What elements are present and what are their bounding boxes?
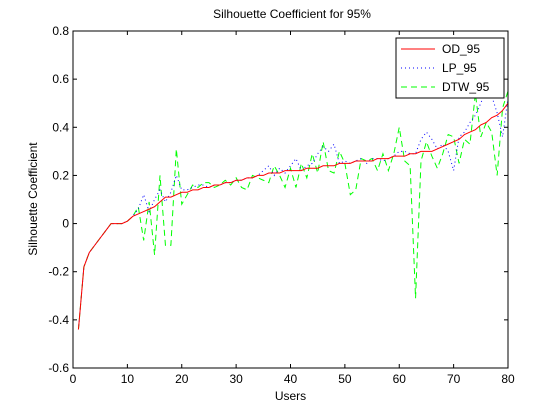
x-tick-label: 20 [175,372,189,386]
x-tick-label: 30 [229,372,243,386]
legend-label-lp-95: LP_95 [442,61,477,75]
x-tick-label: 10 [121,372,135,386]
legend: OD_95 LP_95 DTW_95 [395,37,505,99]
x-tick-label: 60 [393,372,407,386]
plot-frame [72,30,509,369]
x-axis-label: Users [275,389,306,403]
y-tick-label: 0.4 [52,120,69,134]
y-axis-label: Silhouette Coefficient [26,142,40,256]
x-tick-label: 50 [338,372,352,386]
y-tick-label: -0.2 [48,265,69,279]
y-tick-label: -0.4 [48,313,69,327]
y-tick-label: 0.6 [52,72,69,86]
y-tick-label: 0.2 [52,168,69,182]
axes-layer: 0 10 20 30 40 50 60 70 80 -0.6 -0.4 -0.2 0 0.2 0.4 0.6 0… [48,24,515,386]
x-tick-label: 40 [284,372,298,386]
legend-label-dtw-95: DTW_95 [442,80,490,94]
x-tick-label: 80 [501,372,515,386]
series-line-od-95 [77,102,509,330]
x-tick-label: 70 [447,372,461,386]
chart-title: Silhouette Coefficient for 95% [213,7,371,21]
series-line-dtw-95 [77,91,509,330]
series-layer [77,87,509,330]
y-tick-label: -0.6 [48,361,69,375]
y-tick-label: 0.8 [52,24,69,38]
x-tick-label: 0 [70,372,77,386]
legend-label-od-95: OD_95 [442,42,480,56]
y-tick-label: 0 [62,217,69,231]
